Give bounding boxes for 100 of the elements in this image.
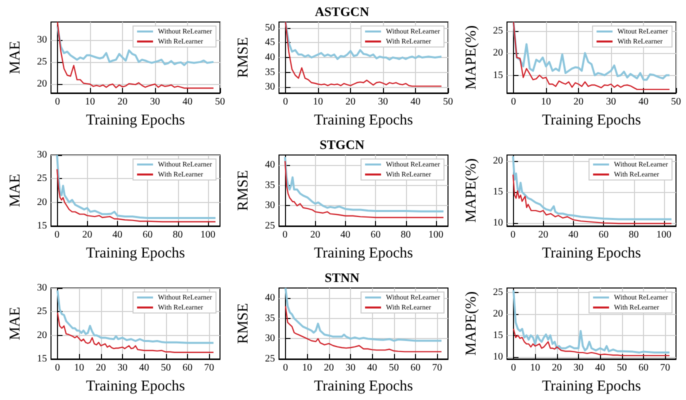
y-tick-label: 15 xyxy=(493,70,503,81)
x-tick-label: 30 xyxy=(150,96,160,108)
y-tick-label: 35 xyxy=(265,66,275,78)
y-tick-label: 20 xyxy=(37,78,47,90)
x-tick-label: 20 xyxy=(82,230,92,240)
x-tick-label: 30 xyxy=(346,362,356,374)
x-tick-label: 50 xyxy=(443,96,453,108)
x-tick-label: 10 xyxy=(85,96,95,108)
line-series xyxy=(512,289,670,354)
y-tick-label: 35 xyxy=(265,312,275,324)
line-series xyxy=(56,154,216,219)
x-tick-label: 80 xyxy=(628,230,639,240)
y-tick-label: 25 xyxy=(265,354,275,364)
line-series xyxy=(56,168,216,222)
x-tick-label: 10 xyxy=(302,362,312,374)
y-tick-label: 50 xyxy=(265,22,275,34)
line-series xyxy=(284,287,442,342)
y-tick-label: 30 xyxy=(37,282,47,294)
line-series xyxy=(284,21,442,61)
y-tick-label: 25 xyxy=(37,56,47,68)
x-tick-label: 50 xyxy=(616,362,627,374)
x-tick-label: 20 xyxy=(346,96,356,108)
line-series xyxy=(284,306,442,352)
x-tick-label: 20 xyxy=(310,230,320,240)
x-tick-label: 0 xyxy=(511,96,516,108)
x-tick-label: 70 xyxy=(432,362,442,374)
x-tick-label: 80 xyxy=(172,230,183,240)
x-tick-label: 60 xyxy=(142,230,153,240)
x-tick-label: 0 xyxy=(55,96,60,108)
line-series xyxy=(512,328,670,356)
y-tick-label: 20 xyxy=(493,308,503,320)
x-axis-title: Training Epochs xyxy=(542,246,642,262)
y-tick-label: 45 xyxy=(265,37,275,48)
x-tick-label: 80 xyxy=(400,230,411,240)
x-tick-label: 0 xyxy=(283,362,288,374)
line-series xyxy=(56,312,214,353)
x-tick-label: 100 xyxy=(656,230,672,240)
x-tick-label: 20 xyxy=(538,230,548,240)
x-tick-label: 40 xyxy=(595,362,606,374)
x-tick-label: 50 xyxy=(388,362,399,374)
line-series xyxy=(284,156,444,212)
x-tick-label: 70 xyxy=(660,362,670,374)
line-series xyxy=(56,25,214,66)
x-tick-label: 40 xyxy=(340,230,350,240)
x-axis-title: Training Epochs xyxy=(86,246,186,262)
x-tick-label: 70 xyxy=(204,362,214,374)
y-axis-title: MAE xyxy=(8,174,24,208)
y-tick-label: 10 xyxy=(493,351,503,362)
y-tick-label: 25 xyxy=(493,25,503,36)
x-tick-label: 0 xyxy=(54,230,60,240)
x-tick-label: 40 xyxy=(638,96,648,108)
x-axis-title: Training Epochs xyxy=(314,246,414,262)
y-tick-label: 15 xyxy=(493,186,503,198)
x-tick-label: 60 xyxy=(370,230,381,240)
x-tick-label: 10 xyxy=(74,362,84,374)
chart-title: ASTGCN xyxy=(314,4,370,19)
y-tick-label: 25 xyxy=(265,220,275,232)
line-series xyxy=(512,155,672,220)
y-tick-label: 30 xyxy=(265,82,275,93)
line-series xyxy=(284,160,444,218)
y-axis-title: RMSE xyxy=(236,303,252,344)
x-tick-label: 60 xyxy=(410,362,420,374)
x-tick-label: 0 xyxy=(282,230,288,240)
y-tick-label: 40 xyxy=(265,292,275,304)
y-axis-title: RMSE xyxy=(236,37,252,78)
x-tick-label: 10 xyxy=(313,96,323,108)
y-tick-label: 20 xyxy=(37,330,47,341)
x-tick-label: 40 xyxy=(139,362,150,374)
x-tick-label: 30 xyxy=(606,96,616,108)
y-tick-label: 30 xyxy=(265,200,275,212)
x-tick-label: 20 xyxy=(118,96,128,108)
y-tick-label: 15 xyxy=(493,330,503,341)
x-tick-label: 60 xyxy=(182,362,192,374)
y-axis-title: MAPE(%) xyxy=(464,291,480,356)
y-tick-label: 20 xyxy=(37,196,47,208)
chart-title: STGCN xyxy=(320,137,365,152)
x-tick-label: 100 xyxy=(200,230,216,240)
x-tick-label: 10 xyxy=(530,362,540,374)
y-axis-title: MAPE(%) xyxy=(464,158,480,223)
y-axis-title: MAPE(%) xyxy=(464,25,480,90)
x-axis-title: Training Epochs xyxy=(542,112,642,128)
y-tick-label: 40 xyxy=(265,52,275,63)
x-tick-label: 40 xyxy=(568,230,578,240)
x-tick-label: 50 xyxy=(215,96,225,108)
x-tick-label: 30 xyxy=(118,362,128,374)
y-tick-label: 10 xyxy=(493,217,503,228)
y-tick-label: 25 xyxy=(493,286,503,298)
y-tick-label: 20 xyxy=(493,48,503,59)
x-tick-label: 40 xyxy=(112,230,122,240)
x-axis-title: Training Epochs xyxy=(86,112,186,128)
y-tick-label: 20 xyxy=(493,156,503,167)
x-tick-label: 10 xyxy=(541,96,551,108)
y-tick-label: 30 xyxy=(37,150,47,160)
y-tick-label: 35 xyxy=(265,180,275,191)
x-tick-label: 20 xyxy=(552,362,562,374)
x-tick-label: 20 xyxy=(574,96,584,108)
x-tick-label: 30 xyxy=(378,96,388,108)
x-tick-label: 0 xyxy=(510,230,516,240)
x-axis-title: Training Epochs xyxy=(542,378,642,394)
x-tick-label: 40 xyxy=(367,362,378,374)
